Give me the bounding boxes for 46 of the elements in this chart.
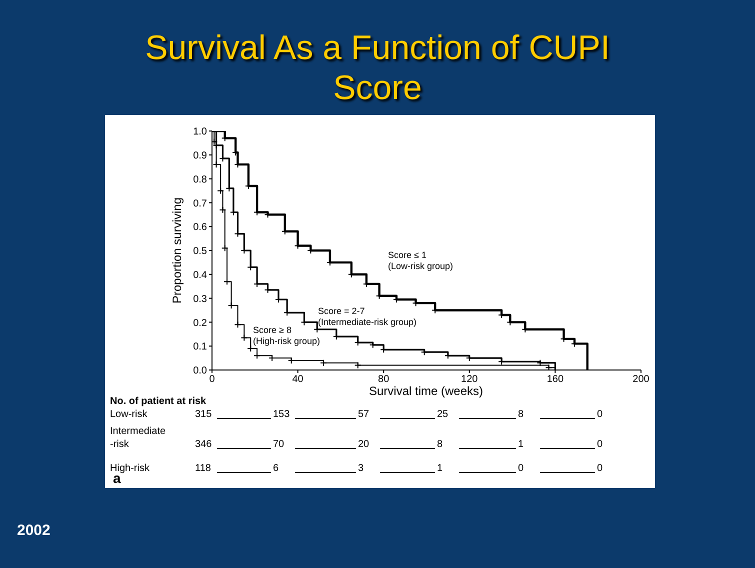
text: Intermediate -risk	[110, 425, 167, 451]
text: 346	[195, 438, 212, 451]
x-tick-label: 120	[461, 374, 478, 386]
x-tick-label: 200	[632, 374, 650, 386]
text: 3	[358, 462, 364, 475]
y-tick-label: 0.1	[193, 342, 208, 353]
x-tick-label: 160	[546, 374, 564, 386]
x-tick-label: 80	[378, 374, 390, 386]
series-label: Score ≥ 8 (High-risk group)	[253, 325, 320, 347]
text: 0	[597, 408, 603, 421]
text: Low-risk	[110, 408, 148, 421]
y-tick-label: 1.0	[193, 126, 208, 138]
x-axis-title: Survival time (weeks)	[368, 384, 484, 399]
text: 153	[273, 408, 290, 421]
text: 1	[518, 438, 524, 451]
chart-title: Survival As a Function of CUPI Score	[144, 28, 611, 108]
x-tick-label: 40	[292, 374, 304, 386]
x-tick-label: 0	[209, 374, 216, 386]
text: 6	[273, 462, 279, 475]
text: High-risk	[110, 462, 150, 475]
y-tick-label: 0.8	[193, 174, 208, 186]
text: 315	[195, 408, 212, 421]
series-label: Score ≤ 1 (Low-risk group)	[388, 250, 454, 272]
y-tick-label: 0.4	[193, 270, 208, 281]
text: 0	[518, 462, 524, 475]
text: 8	[518, 408, 524, 421]
y-tick-label: 0.2	[193, 318, 208, 329]
text: 0	[597, 462, 603, 475]
y-tick-label: 0.0	[193, 366, 208, 377]
text: 20	[358, 438, 370, 451]
y-tick-label: 0.5	[193, 246, 208, 258]
text: 2002	[17, 522, 50, 539]
y-tick-label: 0.6	[193, 222, 208, 234]
y-tick-label: 0.9	[193, 150, 208, 162]
text: 1	[437, 462, 443, 475]
text: No. of patient at risk	[110, 396, 206, 407]
text: 8	[437, 438, 443, 451]
series-label: Score = 2-7 (Intermediate-risk group)	[318, 306, 417, 328]
text: 57	[358, 408, 370, 421]
y-axis-title: Proportion surviving	[170, 197, 184, 304]
text: 118	[195, 462, 211, 475]
y-tick-label: 0.7	[193, 198, 208, 210]
text: 25	[437, 408, 448, 421]
text: 70	[273, 438, 284, 451]
text: 0	[597, 438, 603, 451]
y-tick-label: 0.3	[193, 294, 208, 305]
